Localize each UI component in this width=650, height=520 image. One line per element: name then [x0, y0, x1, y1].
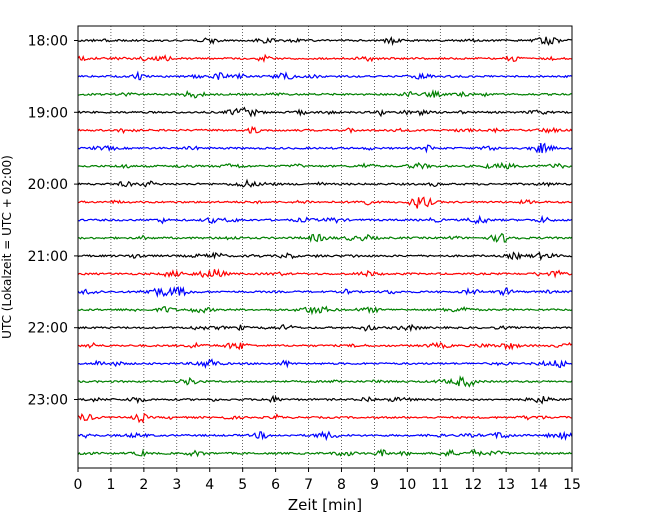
y-tick-label: 20:00 — [28, 177, 68, 193]
trace-line — [77, 142, 573, 154]
trace-line — [77, 341, 573, 351]
x-tick-label: 1 — [106, 477, 115, 493]
seismic-traces — [77, 35, 573, 458]
y-tick-label: 21:00 — [28, 249, 68, 265]
x-tick-label: 6 — [271, 477, 280, 493]
y-tick-label: 19:00 — [28, 105, 68, 121]
y-tick-label: 18:00 — [28, 34, 68, 50]
x-tick-label: 4 — [205, 477, 214, 493]
trace-line — [77, 35, 573, 47]
trace-line — [77, 323, 573, 333]
x-tick-label: 9 — [370, 477, 379, 493]
trace-line — [77, 125, 573, 135]
x-tick-label: 7 — [304, 477, 313, 493]
x-axis-label: Zeit [min] — [288, 496, 362, 514]
x-tick-label: 15 — [563, 477, 581, 493]
trace-line — [77, 448, 573, 458]
y-tick-label: 23:00 — [28, 393, 68, 409]
trace-line — [77, 305, 573, 316]
trace-line — [77, 196, 573, 209]
trace-line — [77, 268, 573, 279]
trace-line — [77, 161, 573, 170]
x-tick-label: 14 — [530, 477, 548, 493]
x-tick-label: 5 — [238, 477, 247, 493]
y-tick-label: 22:00 — [28, 321, 68, 337]
trace-line — [77, 358, 573, 370]
x-tick-label: 3 — [172, 477, 181, 493]
trace-line — [77, 53, 573, 63]
trace-line — [77, 251, 573, 262]
trace-line — [77, 106, 573, 118]
x-tick-label: 12 — [464, 477, 482, 493]
x-tick-label: 8 — [337, 477, 346, 493]
x-tick-label: 11 — [431, 477, 449, 493]
trace-line — [77, 430, 573, 442]
plot-frame — [77, 25, 573, 469]
trace-line — [77, 412, 573, 424]
x-tick-label: 10 — [398, 477, 416, 493]
y-axis-label: UTC (Lokalzeit = UTC + 02:00) — [0, 155, 14, 339]
trace-line — [77, 88, 573, 99]
trace-line — [77, 375, 573, 388]
x-axis-ticks: 0 1 2 3 4 5 6 7 8 9 10 11 12 13 14 15 — [74, 468, 581, 493]
trace-line — [77, 394, 573, 405]
trace-line — [77, 214, 573, 225]
trace-line — [77, 178, 573, 188]
trace-line — [77, 285, 573, 298]
x-tick-label: 13 — [497, 477, 515, 493]
y-axis-ticks: 18:00 19:00 20:00 21:00 22:00 23:00 — [28, 34, 78, 409]
x-tick-label: 0 — [74, 477, 83, 493]
trace-line — [77, 232, 573, 243]
x-tick-label: 2 — [139, 477, 148, 493]
trace-line — [77, 70, 573, 81]
